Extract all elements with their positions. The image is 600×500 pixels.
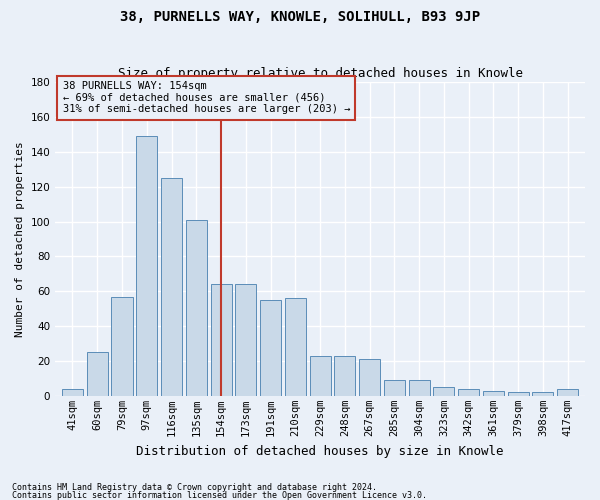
Bar [359,360,380,396]
Bar [235,284,256,396]
Bar [557,389,578,396]
X-axis label: Distribution of detached houses by size in Knowle: Distribution of detached houses by size … [136,444,504,458]
Bar [409,380,430,396]
Bar [161,178,182,396]
Bar [334,356,355,396]
Bar [458,389,479,396]
Bar [483,390,504,396]
Bar [532,392,553,396]
Bar [260,300,281,396]
Bar [87,352,108,396]
Bar [211,284,232,396]
Bar [285,298,306,396]
Text: 38, PURNELLS WAY, KNOWLE, SOLIHULL, B93 9JP: 38, PURNELLS WAY, KNOWLE, SOLIHULL, B93 … [120,10,480,24]
Bar [433,387,454,396]
Bar [384,380,405,396]
Bar [508,392,529,396]
Bar [310,356,331,396]
Bar [136,136,157,396]
Bar [112,296,133,396]
Bar [62,389,83,396]
Text: 38 PURNELLS WAY: 154sqm
← 69% of detached houses are smaller (456)
31% of semi-d: 38 PURNELLS WAY: 154sqm ← 69% of detache… [62,81,350,114]
Text: Contains HM Land Registry data © Crown copyright and database right 2024.: Contains HM Land Registry data © Crown c… [12,484,377,492]
Y-axis label: Number of detached properties: Number of detached properties [15,141,25,337]
Text: Contains public sector information licensed under the Open Government Licence v3: Contains public sector information licen… [12,490,427,500]
Title: Size of property relative to detached houses in Knowle: Size of property relative to detached ho… [118,66,523,80]
Bar [186,220,207,396]
